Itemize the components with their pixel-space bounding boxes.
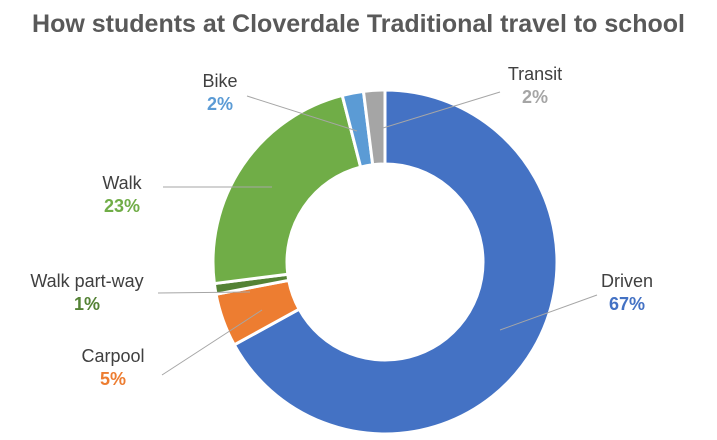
value-label-bike: 2%: [207, 94, 233, 114]
category-label-walk-part-way: Walk part-way: [30, 271, 143, 291]
slice-walk: [211, 93, 363, 286]
slice-transit: [361, 88, 387, 167]
category-label-bike: Bike: [202, 71, 237, 91]
leader-line-transit: [382, 91, 501, 129]
value-label-transit: 2%: [522, 87, 548, 107]
leader-line-bike: [246, 95, 358, 132]
category-label-transit: Transit: [508, 64, 562, 84]
value-label-driven: 67%: [609, 294, 645, 314]
leader-line-carpool: [161, 309, 263, 376]
value-label-carpool: 5%: [100, 369, 126, 389]
leader-line-driven: [499, 294, 598, 331]
chart-title: How students at Cloverdale Traditional t…: [32, 10, 685, 38]
category-label-walk: Walk: [102, 173, 142, 193]
value-label-walk-part-way: 1%: [74, 294, 100, 314]
category-label-carpool: Carpool: [81, 346, 144, 366]
leader-line-walk-part-way: [157, 291, 251, 294]
category-label-driven: Driven: [601, 271, 653, 291]
value-label-walk: 23%: [104, 196, 140, 216]
slice-driven: [232, 88, 559, 436]
